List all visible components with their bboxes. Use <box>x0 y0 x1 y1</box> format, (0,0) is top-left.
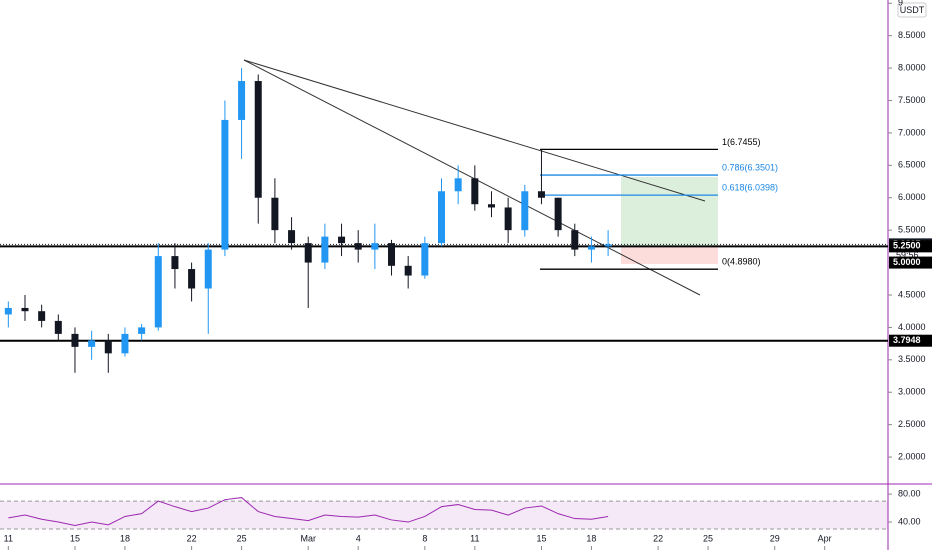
y-tick-label: 5.5000 <box>898 225 926 235</box>
candle-body <box>471 178 479 205</box>
y-tick-label: 4.0000 <box>898 322 926 332</box>
candle-body <box>354 243 362 250</box>
candle-body <box>371 243 379 250</box>
currency-badge <box>897 2 927 18</box>
countdown-tag <box>889 250 932 262</box>
x-tick-label: 29 <box>770 533 780 543</box>
y-tick-label: 8.0000 <box>898 62 926 72</box>
x-tick-label: 15 <box>536 533 546 543</box>
fib-label: 1(6.7455) <box>722 137 761 147</box>
candle-body <box>171 256 179 270</box>
candle-body <box>438 191 446 244</box>
y-tick-label: 3.5000 <box>898 354 926 364</box>
price-tag-label: 3.7948 <box>893 335 921 345</box>
x-tick-label: 18 <box>586 533 596 543</box>
candle-body <box>238 81 246 120</box>
candle-body <box>338 236 346 244</box>
candle-body <box>288 230 296 244</box>
candle-body <box>254 81 262 198</box>
candle-body <box>321 236 329 263</box>
candle-body <box>554 197 562 231</box>
candle-body <box>21 307 29 312</box>
candle-body <box>138 327 146 334</box>
x-tick-label: 4 <box>356 533 361 543</box>
candle-body <box>304 243 312 263</box>
candle-body <box>521 191 529 231</box>
price-tag <box>889 334 932 347</box>
y-tick-label: 9 <box>898 0 903 8</box>
candle-body <box>537 191 545 198</box>
fib-label: 0.618(6.0398) <box>722 183 778 193</box>
candle-body <box>4 307 12 315</box>
candle-body <box>388 243 396 266</box>
x-tick-label: 22 <box>653 533 663 543</box>
candle-body <box>604 244 612 247</box>
trend-line <box>243 59 706 202</box>
rsi-tick-label: 40.00 <box>898 516 921 526</box>
candle-body <box>421 243 429 276</box>
rsi-band <box>0 501 888 530</box>
candle-body <box>121 333 129 354</box>
fib-label: 0(4.8980) <box>722 257 761 267</box>
currency: USDT <box>900 5 925 15</box>
y-tick-label: 3.0000 <box>898 387 926 397</box>
trend-line <box>243 59 701 296</box>
x-tick-label: 8 <box>422 533 427 543</box>
price-tag-label: 5.2500 <box>893 241 921 251</box>
y-tick-label: 6.0000 <box>898 192 926 202</box>
candle-body <box>204 249 212 289</box>
candle-body <box>188 269 196 289</box>
rsi-tick-label: 80.00 <box>898 488 921 498</box>
candle-body <box>587 246 595 250</box>
stop-zone <box>621 247 718 264</box>
candle-body <box>71 333 79 347</box>
candle-body <box>38 311 46 321</box>
candle-body <box>54 320 62 334</box>
y-tick-label: 2.0000 <box>898 451 926 461</box>
y-tick-label: 7.0000 <box>898 127 926 137</box>
target-zone <box>621 177 718 247</box>
y-tick-label: 8.5000 <box>898 30 926 40</box>
rsi-line <box>8 497 609 527</box>
price-tag <box>889 240 932 253</box>
x-tick-label: 11 <box>4 533 13 543</box>
position-tool <box>621 177 718 264</box>
x-tick-label: 11 <box>470 533 479 543</box>
candle-body <box>571 230 579 250</box>
candle-body <box>88 340 96 347</box>
candle-body <box>454 178 462 192</box>
y-tick-label: 7.5000 <box>898 95 926 105</box>
x-tick-label: 25 <box>703 533 713 543</box>
candle-body <box>104 340 112 354</box>
y-tick-label: 2.5000 <box>898 419 926 429</box>
candle-body <box>504 207 512 231</box>
x-tick-label: Apr <box>818 533 832 543</box>
price-tag-label: 5.0000 <box>893 257 921 267</box>
candle-body <box>221 119 229 250</box>
fib-label: 0.786(6.3501) <box>722 162 778 172</box>
candle-body <box>271 197 279 231</box>
x-tick-label: 25 <box>237 533 247 543</box>
countdown: 59:56 <box>896 250 919 260</box>
candle-body <box>154 256 162 328</box>
x-tick-label: 18 <box>120 533 130 543</box>
candle-body <box>487 204 495 208</box>
candle-body <box>404 265 412 276</box>
y-tick-label: 4.5000 <box>898 289 926 299</box>
price-tag <box>889 256 932 269</box>
y-tick-label: 6.5000 <box>898 160 926 170</box>
x-tick-label: 22 <box>187 533 197 543</box>
x-tick-label: Mar <box>300 533 316 543</box>
x-tick-label: 15 <box>70 533 80 543</box>
